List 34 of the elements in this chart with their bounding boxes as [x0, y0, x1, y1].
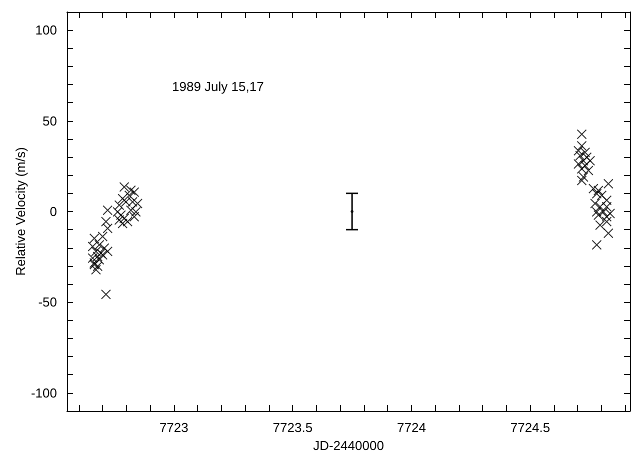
y-tick-label: -100: [30, 385, 57, 400]
x-tick-label: 7723.5: [272, 420, 313, 435]
point: [129, 212, 140, 222]
point: [603, 228, 614, 238]
point: [122, 216, 133, 227]
point: [573, 146, 584, 156]
point: [605, 208, 616, 218]
point: [592, 240, 602, 250]
point: [124, 190, 134, 200]
y-tick-label: 50: [42, 113, 57, 128]
point: [588, 184, 598, 194]
y-tick-label: 100: [35, 22, 57, 38]
point: [100, 289, 111, 300]
x-axis-title: JD-2440000: [313, 438, 384, 453]
point: [602, 216, 612, 227]
point: [126, 185, 136, 196]
point: [598, 206, 608, 217]
x-tick-label: 7724: [396, 420, 426, 435]
point: [118, 194, 128, 204]
point: [119, 182, 130, 192]
point: [119, 213, 130, 224]
point: [102, 246, 113, 256]
y-tick-label: -50: [38, 294, 57, 310]
point: [98, 232, 108, 242]
annotation: 1989 July 15,17: [172, 79, 264, 94]
x-tick-label: 7723: [159, 420, 188, 435]
x-tick-label: 7724.5: [510, 420, 550, 435]
point: [90, 246, 101, 256]
y-axis-title: Relative Velocity (m/s): [13, 147, 28, 276]
point: [120, 196, 131, 207]
point: [350, 210, 354, 213]
point: [593, 185, 604, 196]
y-tick-label: 0: [50, 204, 57, 219]
point: [603, 178, 614, 189]
